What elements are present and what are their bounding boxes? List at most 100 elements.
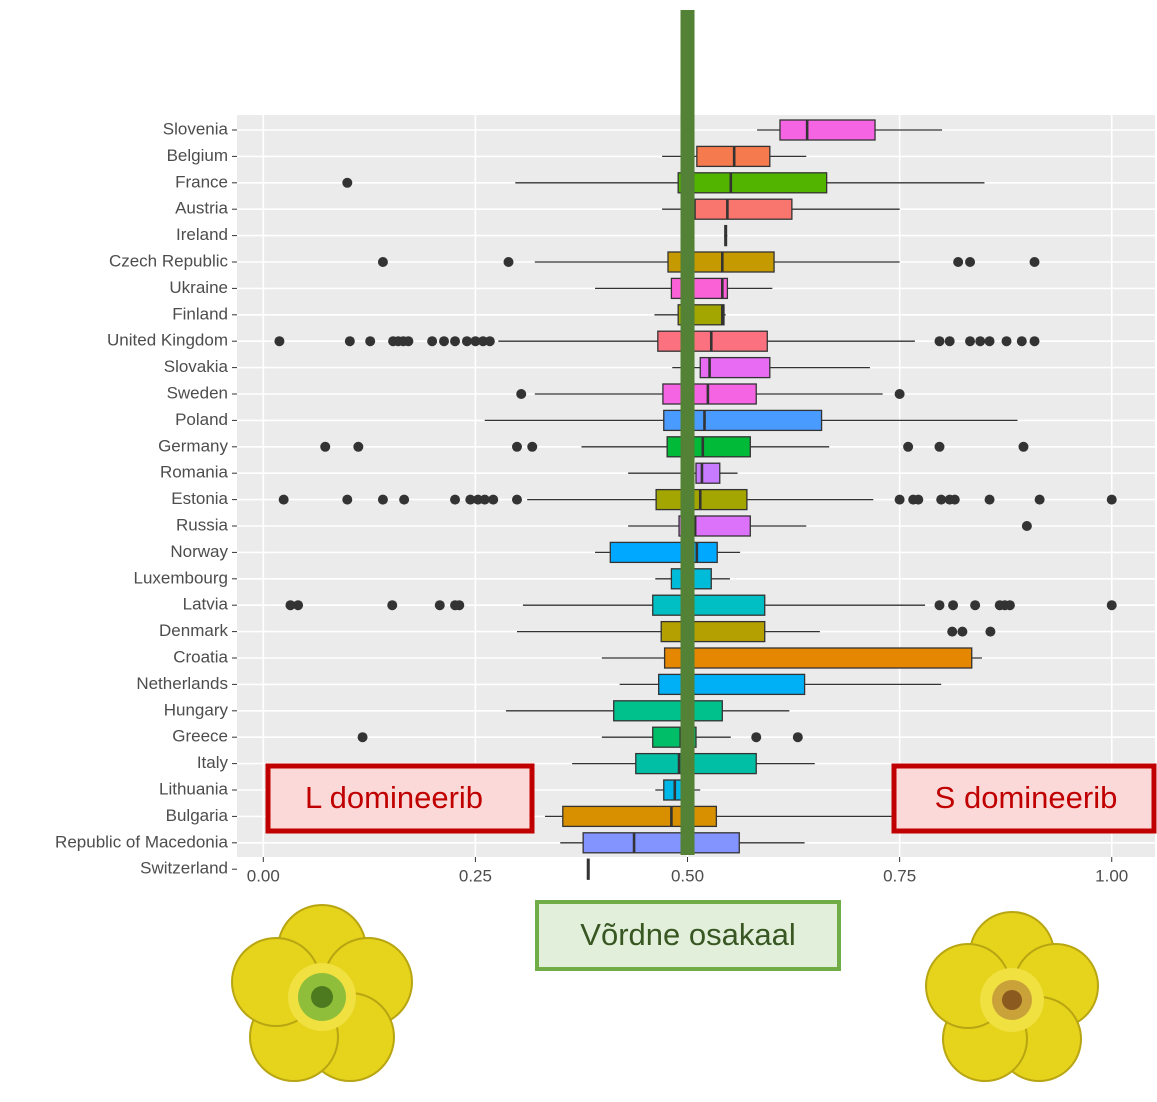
box (780, 120, 875, 140)
outlier (439, 336, 449, 346)
outlier (503, 257, 513, 267)
outlier (1005, 600, 1015, 610)
outlier (1017, 336, 1027, 346)
right-label: S domineerib (935, 780, 1118, 815)
outlier (485, 336, 495, 346)
box (663, 384, 756, 404)
y-tick-label: Republic of Macedonia (55, 832, 228, 851)
outlier (913, 495, 923, 505)
y-tick-label: Romania (160, 463, 229, 482)
y-tick-label: Estonia (171, 489, 228, 508)
outlier (1107, 600, 1117, 610)
outlier (1030, 257, 1040, 267)
y-tick-label: Belgium (167, 146, 228, 165)
outlier (934, 336, 944, 346)
y-tick-label: Bulgaria (166, 806, 229, 825)
outlier (965, 336, 975, 346)
y-tick-label: Austria (175, 199, 228, 218)
outlier (945, 336, 955, 346)
y-tick-label: Czech Republic (109, 251, 229, 270)
outlier (751, 732, 761, 742)
outlier (1035, 495, 1045, 505)
y-tick-label: Sweden (167, 383, 228, 402)
outlier (527, 442, 537, 452)
y-tick-label: Finland (172, 304, 228, 323)
outlier (279, 495, 289, 505)
outlier (516, 389, 526, 399)
flower-left (232, 905, 412, 1081)
outlier (378, 257, 388, 267)
x-tick-label: 0.00 (247, 866, 280, 885)
y-tick-label: Germany (158, 436, 228, 455)
y-tick-label: Hungary (164, 700, 229, 719)
box (583, 833, 739, 853)
outlier (1018, 442, 1028, 452)
box (696, 463, 720, 483)
y-tick-label: Slovenia (163, 119, 229, 138)
x-tick-label: 0.25 (459, 866, 492, 885)
outlier (358, 732, 368, 742)
outlier (903, 442, 913, 452)
box (665, 648, 972, 668)
y-tick-label: Poland (175, 410, 228, 429)
outlier (953, 257, 963, 267)
outlier (345, 336, 355, 346)
outlier (1107, 495, 1117, 505)
y-tick-label: Norway (170, 542, 228, 561)
y-tick-label: Latvia (183, 595, 229, 614)
outlier (948, 600, 958, 610)
x-tick-label: 1.00 (1095, 866, 1128, 885)
x-tick-label: 0.75 (883, 866, 916, 885)
box (667, 437, 750, 457)
outlier (342, 178, 352, 188)
outlier (895, 495, 905, 505)
outlier (387, 600, 397, 610)
box (636, 754, 756, 774)
outlier (950, 495, 960, 505)
outlier (342, 495, 352, 505)
outlier (488, 495, 498, 505)
box (671, 278, 727, 298)
outlier (985, 336, 995, 346)
y-tick-label: Denmark (159, 621, 228, 640)
outlier (427, 336, 437, 346)
outlier (274, 336, 284, 346)
outlier (512, 495, 522, 505)
outlier (947, 627, 957, 637)
outlier (793, 732, 803, 742)
box (653, 595, 765, 615)
outlier (985, 627, 995, 637)
outlier (293, 600, 303, 610)
flower-right (926, 912, 1098, 1081)
outlier (895, 389, 905, 399)
outlier (975, 336, 985, 346)
outlier (970, 600, 980, 610)
outlier (378, 495, 388, 505)
outlier (1022, 521, 1032, 531)
outlier (450, 495, 460, 505)
outlier (934, 600, 944, 610)
box (614, 701, 723, 721)
x-tick-label: 0.50 (671, 866, 704, 885)
y-tick-label: Lithuania (159, 779, 229, 798)
outlier (512, 442, 522, 452)
y-tick-label: Slovakia (164, 357, 229, 376)
left-label: L domineerib (305, 780, 483, 815)
box (695, 199, 792, 219)
y-tick-label: Switzerland (140, 859, 228, 878)
y-tick-label: Ukraine (169, 278, 228, 297)
y-tick-label: France (175, 172, 228, 191)
box (661, 622, 765, 642)
outlier (403, 336, 413, 346)
outlier (365, 336, 375, 346)
outlier (353, 442, 363, 452)
box (678, 173, 826, 193)
y-tick-label: Greece (172, 727, 228, 746)
outlier (985, 495, 995, 505)
y-tick-label: United Kingdom (107, 331, 228, 350)
outlier (454, 600, 464, 610)
box (610, 542, 717, 562)
y-tick-label: Italy (197, 753, 229, 772)
outlier (399, 495, 409, 505)
chart: 0.00 0.25 0.50 0.75 1.00 Slovenia Belgium Franc… (0, 0, 1157, 1097)
